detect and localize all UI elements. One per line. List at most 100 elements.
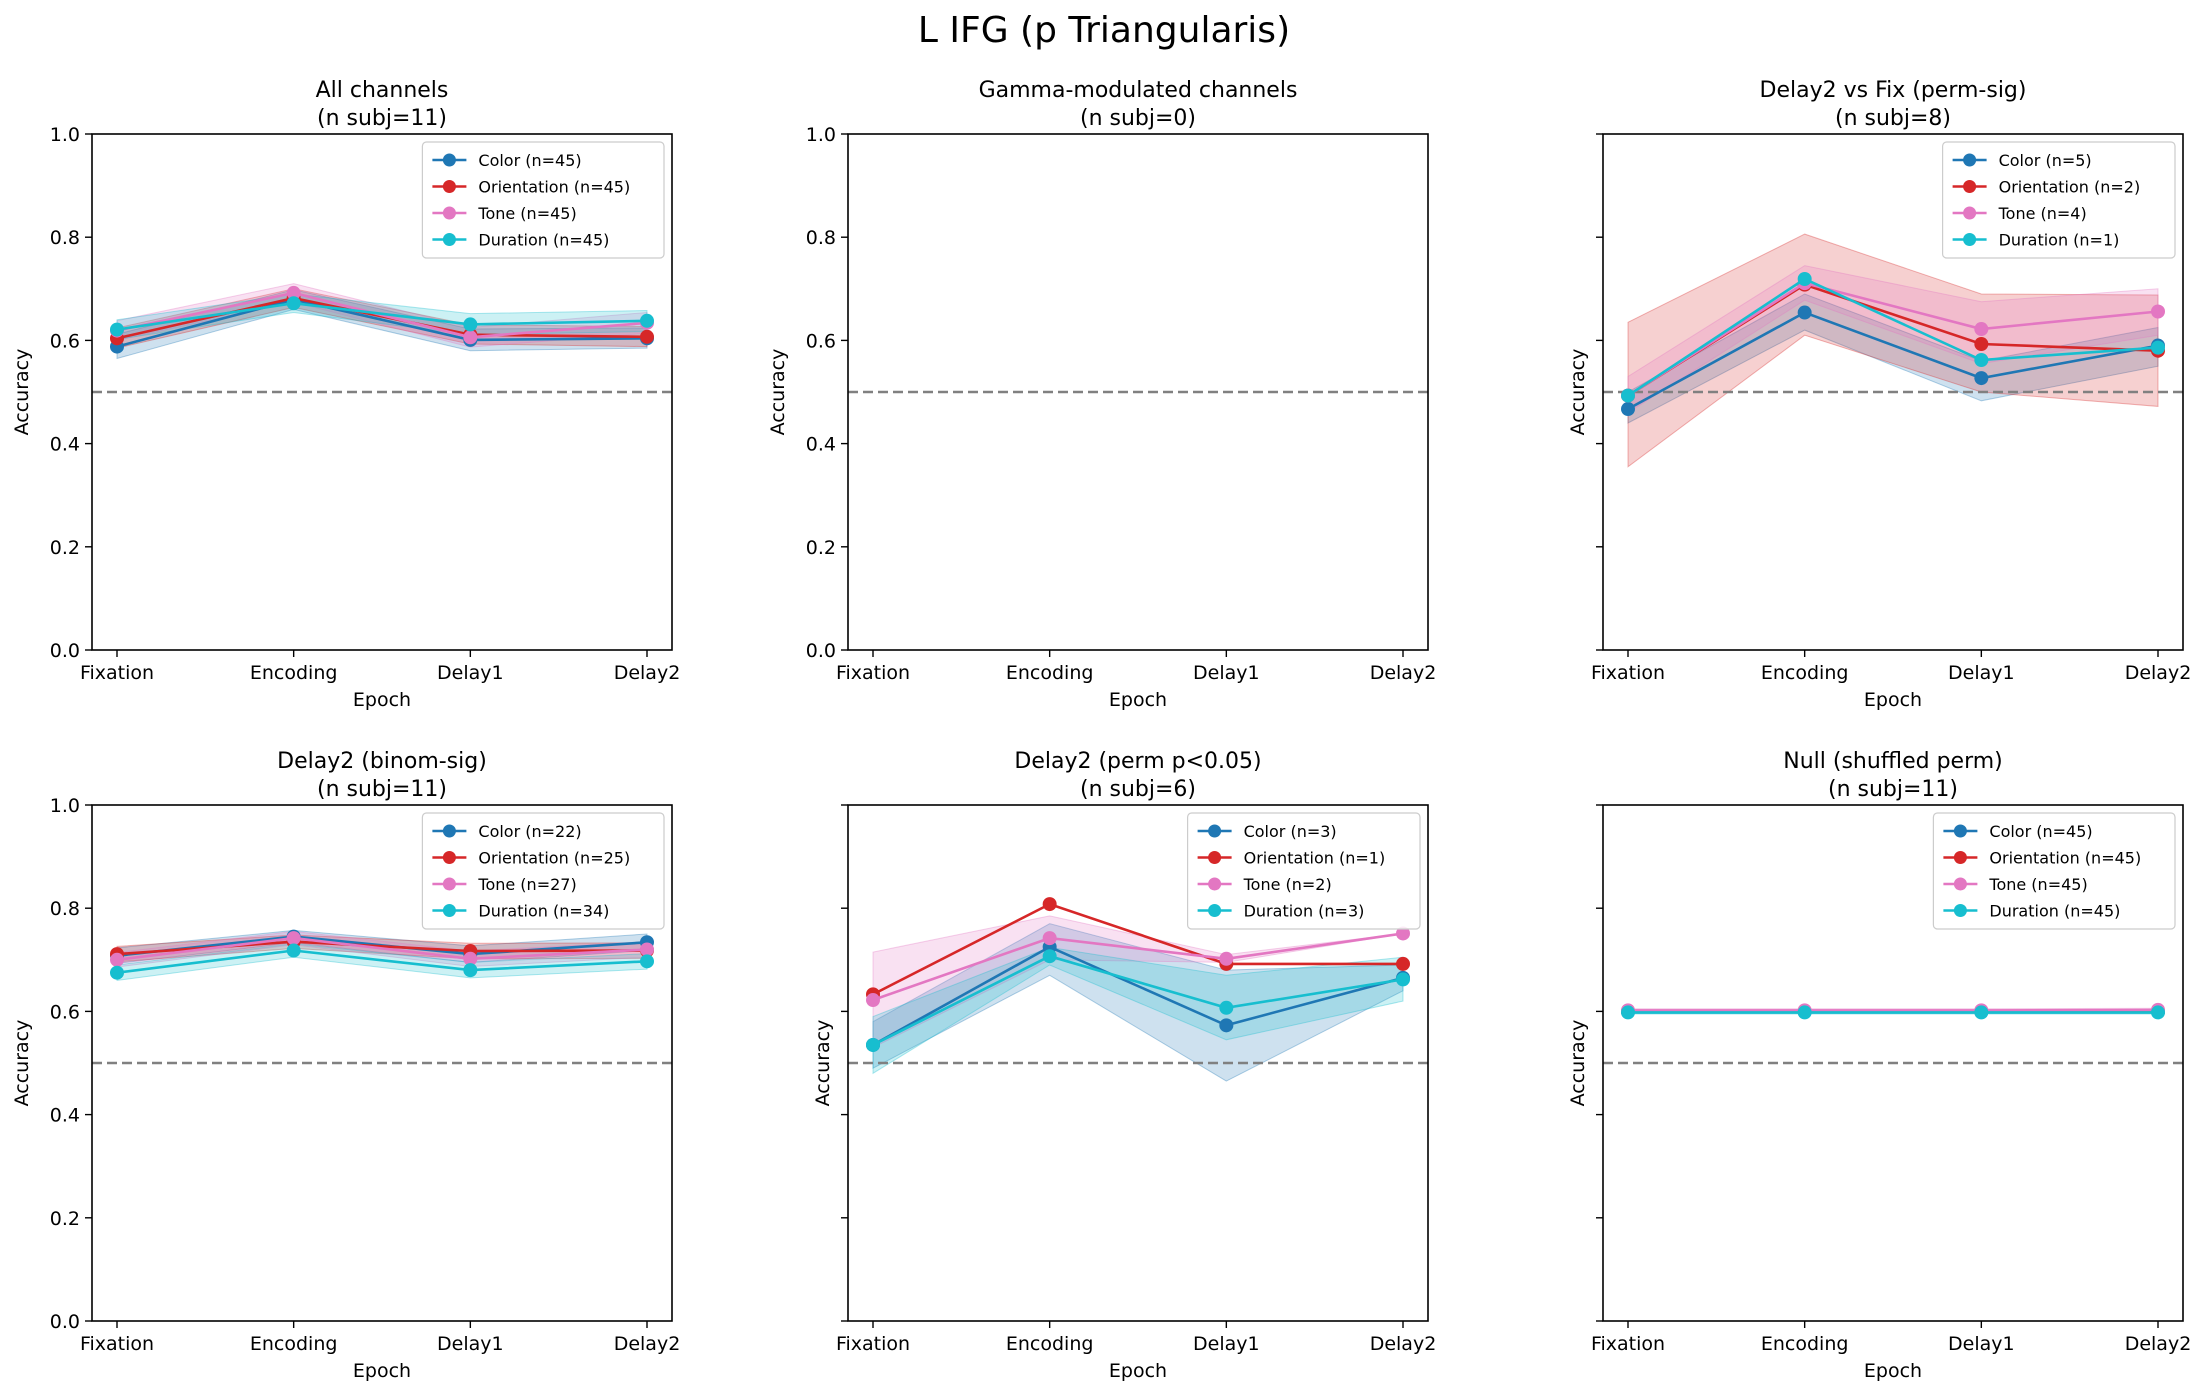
legend-swatch-marker [442, 180, 456, 193]
y-axis-label: Accuracy [11, 1020, 33, 1107]
data-point-duration [640, 313, 654, 328]
x-tick-label: Encoding [1006, 662, 1094, 684]
legend-swatch-marker [1953, 824, 1967, 838]
legend-entry: Color (n=45) [1989, 822, 2092, 841]
legend-entry: Color (n=22) [478, 822, 581, 841]
legend-swatch-marker [1963, 206, 1977, 220]
y-tick-label: 0.8 [806, 227, 836, 249]
data-point-duration [1219, 1000, 1234, 1015]
data-point-duration [1797, 271, 1812, 286]
axes-frame [847, 804, 1429, 1322]
series-line-color [872, 945, 1404, 1047]
x-tick-label: Encoding [1006, 1333, 1094, 1355]
legend-entry: Tone (n=45) [477, 204, 576, 223]
data-point-tone [2151, 304, 2165, 319]
legend-entry: Orientation (n=1) [1244, 849, 1386, 868]
axes-frame [1602, 133, 2184, 651]
data-point-tone [1219, 951, 1234, 966]
x-tick-label: Fixation [836, 1333, 910, 1355]
subplot-subtitle: (n subj=8) [1835, 106, 1951, 131]
series-line-tone [1628, 1008, 2159, 1012]
ci-band-orientation [1627, 233, 2159, 468]
x-tick-label: Delay1 [1193, 662, 1260, 684]
x-axis-label: Epoch [353, 689, 411, 711]
subplot-title: Gamma-modulated channels [979, 78, 1298, 103]
y-axis-label: Accuracy [11, 349, 33, 436]
legend-entry: Tone (n=4) [1998, 204, 2087, 223]
legend-swatch-marker [1963, 153, 1977, 167]
legend-entry: Tone (n=2) [1243, 875, 1332, 894]
x-tick-label: Encoding [1761, 1333, 1849, 1355]
data-point-tone [1396, 926, 1410, 941]
data-point-duration [1974, 1005, 1989, 1020]
axes-frame [847, 133, 1429, 651]
data-point-color [1797, 305, 1812, 320]
series-line-duration [872, 954, 1404, 1047]
legend-swatch-marker [1208, 824, 1222, 838]
data-point-tone [463, 330, 478, 345]
y-tick-label: 1.0 [50, 124, 80, 146]
data-point-duration [1396, 972, 1410, 987]
subplot-title: Delay2 vs Fix (perm-sig) [1760, 78, 2027, 103]
x-tick-label: Fixation [80, 662, 154, 684]
y-tick-label: 1.0 [806, 124, 836, 146]
legend-box [421, 141, 665, 259]
legend-entry: Color (n=5) [1999, 151, 2092, 170]
series-line-tone [1627, 281, 2159, 397]
legend-box [1186, 812, 1421, 930]
data-point-orientation [1396, 956, 1410, 971]
data-point-duration [2151, 1005, 2165, 1020]
y-tick-label: 1.0 [50, 795, 80, 817]
y-tick-label: 0.4 [806, 434, 836, 456]
legend-swatch-marker [442, 153, 456, 167]
legend-swatch-marker [1953, 904, 1967, 917]
subplot-4: Delay2 (binom-sig) (n subj=11) 0.0 0.2 0.4 0.… [11, 749, 680, 1382]
subplot-2: Gamma-modulated channels (n subj=0) 0.0 0.2… [767, 78, 1436, 711]
subplot-subtitle: (n subj=11) [317, 777, 447, 802]
y-tick-label: 0.8 [50, 227, 80, 249]
legend-entry: Duration (n=34) [478, 902, 609, 921]
subplot-title: Delay2 (binom-sig) [277, 749, 487, 774]
x-axis-label: Epoch [353, 1360, 411, 1382]
data-point-duration [110, 965, 124, 980]
legend-box [421, 812, 665, 930]
data-point-tone [866, 993, 880, 1008]
x-tick-label: Encoding [250, 1333, 338, 1355]
legend: Color (n=22) Orientation (n=25) Tone (n=27… [421, 812, 665, 930]
y-tick-label: 0.0 [806, 640, 836, 662]
legend-entry: Orientation (n=2) [1999, 178, 2141, 197]
subplot-5: Delay2 (perm p<0.05) (n subj=6) Fixation En… [812, 749, 1436, 1382]
legend-swatch-marker [1953, 877, 1967, 891]
x-tick-label: Fixation [1591, 662, 1665, 684]
axes-frame [1602, 804, 2184, 1322]
x-tick-label: Delay2 [1370, 662, 1437, 684]
series-line-color [116, 298, 648, 348]
legend-swatch-marker [442, 851, 456, 864]
legend: Color (n=5) Orientation (n=2) Tone (n=4) Du… [1941, 141, 2176, 259]
x-tick-label: Delay1 [1948, 1333, 2015, 1355]
data-point-orientation [640, 329, 654, 344]
data-point-duration [110, 322, 124, 337]
series-line-orientation [872, 902, 1403, 996]
y-axis-label: Accuracy [767, 349, 789, 436]
legend-swatch-marker [442, 206, 456, 220]
legend-entry: Orientation (n=45) [478, 178, 630, 197]
legend-swatch-marker [1208, 877, 1222, 891]
y-axis-label: Accuracy [812, 1020, 834, 1107]
subplot-title: All channels [316, 78, 449, 103]
legend-swatch-marker [442, 904, 456, 917]
data-point-tone [286, 285, 301, 300]
legend-entry: Color (n=3) [1244, 822, 1337, 841]
legend-entry: Duration (n=45) [1989, 902, 2120, 921]
x-axis-label: Epoch [1109, 689, 1167, 711]
x-tick-label: Delay1 [437, 662, 504, 684]
series-line-color [1627, 311, 2159, 411]
y-tick-label: 0.2 [806, 537, 836, 559]
axes-frame [91, 804, 673, 1322]
data-point-color [1621, 402, 1635, 417]
legend-swatch-marker [442, 233, 456, 246]
data-point-duration [2151, 340, 2165, 355]
ci-band-tone [1627, 265, 2159, 414]
x-tick-label: Delay2 [2125, 1333, 2192, 1355]
y-tick-label: 0.2 [50, 1208, 80, 1230]
